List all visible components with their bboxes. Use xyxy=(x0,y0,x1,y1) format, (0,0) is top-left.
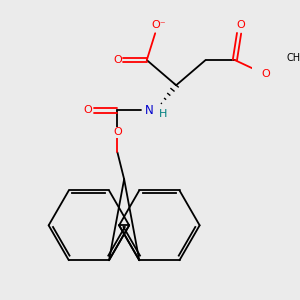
Text: O⁻: O⁻ xyxy=(151,20,166,30)
Text: N: N xyxy=(145,104,154,117)
Text: CH₃: CH₃ xyxy=(286,53,300,63)
Text: H: H xyxy=(158,109,167,119)
Text: O: O xyxy=(236,20,245,30)
Text: O: O xyxy=(84,105,92,116)
Text: O: O xyxy=(262,69,270,80)
Text: O: O xyxy=(113,127,122,137)
Text: O: O xyxy=(113,55,122,65)
